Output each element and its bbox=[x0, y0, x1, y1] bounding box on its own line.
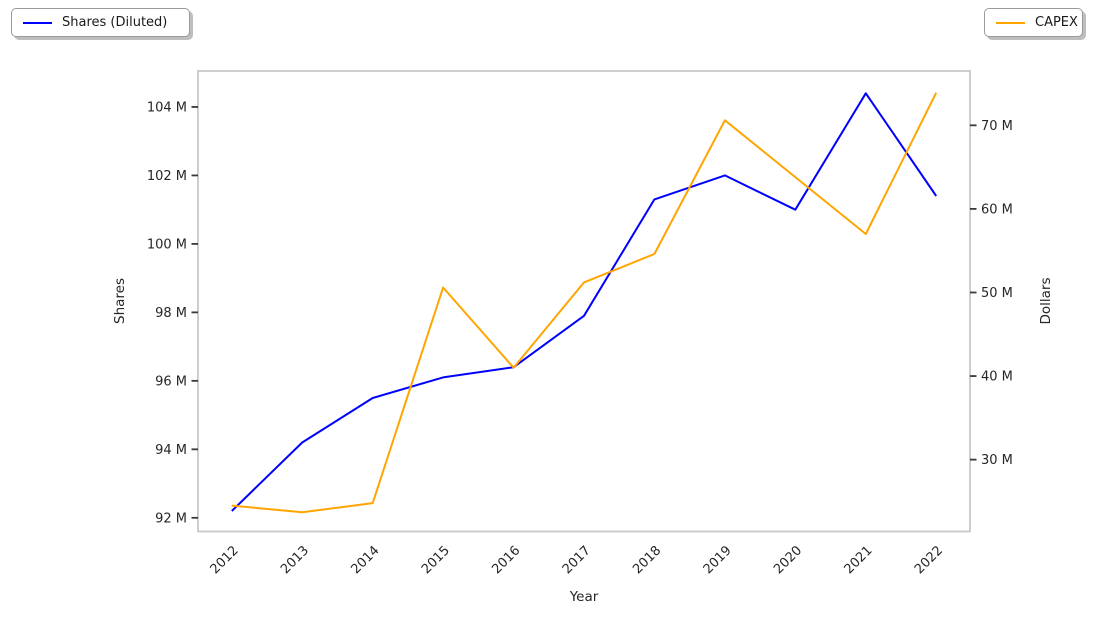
x-tick-label: 2017 bbox=[560, 543, 594, 577]
x-axis-label: Year bbox=[569, 589, 599, 605]
plot-frame bbox=[197, 70, 971, 533]
legend-line-swatch-capex bbox=[996, 21, 1025, 24]
y-tick-label-left: 102 M bbox=[147, 169, 187, 184]
x-tick-label: 2016 bbox=[489, 543, 523, 577]
y-tick-label-right: 60 M bbox=[981, 202, 1013, 217]
x-tick-label: 2014 bbox=[349, 543, 383, 577]
x-tick-label: 2022 bbox=[912, 543, 946, 577]
legend-label-shares: Shares (Diluted) bbox=[62, 15, 168, 30]
legend-capex: CAPEX bbox=[984, 8, 1083, 37]
axis-tick-labels: 92 M 94 M 96 M 98 M 100 M 102 M 104 M 30 M 40 M 5… bbox=[147, 100, 1013, 577]
y-tick-label-right: 70 M bbox=[981, 119, 1013, 134]
axis-ticks bbox=[191, 106, 977, 519]
y-tick-label-left: 100 M bbox=[147, 237, 187, 252]
y-tick-label-left: 98 M bbox=[155, 306, 187, 321]
y-axis-label-right: Dollars bbox=[1038, 277, 1054, 325]
y-tick-label-right: 50 M bbox=[981, 286, 1013, 301]
y-tick-label-right: 30 M bbox=[981, 453, 1013, 468]
y-tick-label-left: 94 M bbox=[155, 443, 187, 458]
series-line-capex bbox=[231, 92, 938, 514]
x-tick-label: 2018 bbox=[630, 543, 664, 577]
x-tick-label: 2013 bbox=[278, 543, 312, 577]
y-tick-label-left: 96 M bbox=[155, 374, 187, 389]
x-tick-label: 2012 bbox=[208, 543, 242, 577]
y-tick-label-left: 92 M bbox=[155, 511, 187, 526]
x-tick-label: 2015 bbox=[419, 543, 453, 577]
x-tick-label: 2019 bbox=[701, 543, 735, 577]
x-tick-label: 2020 bbox=[771, 543, 805, 577]
legend-line-swatch-shares bbox=[23, 21, 52, 24]
series-line-shares-diluted bbox=[231, 92, 938, 512]
x-tick-label: 2021 bbox=[842, 543, 876, 577]
y-tick-label-right: 40 M bbox=[981, 370, 1013, 385]
y-axis-label-left: Shares bbox=[112, 278, 128, 324]
legend-label-capex: CAPEX bbox=[1035, 15, 1078, 30]
y-tick-label-left: 104 M bbox=[147, 100, 187, 115]
legend-shares-diluted: Shares (Diluted) bbox=[11, 8, 190, 37]
